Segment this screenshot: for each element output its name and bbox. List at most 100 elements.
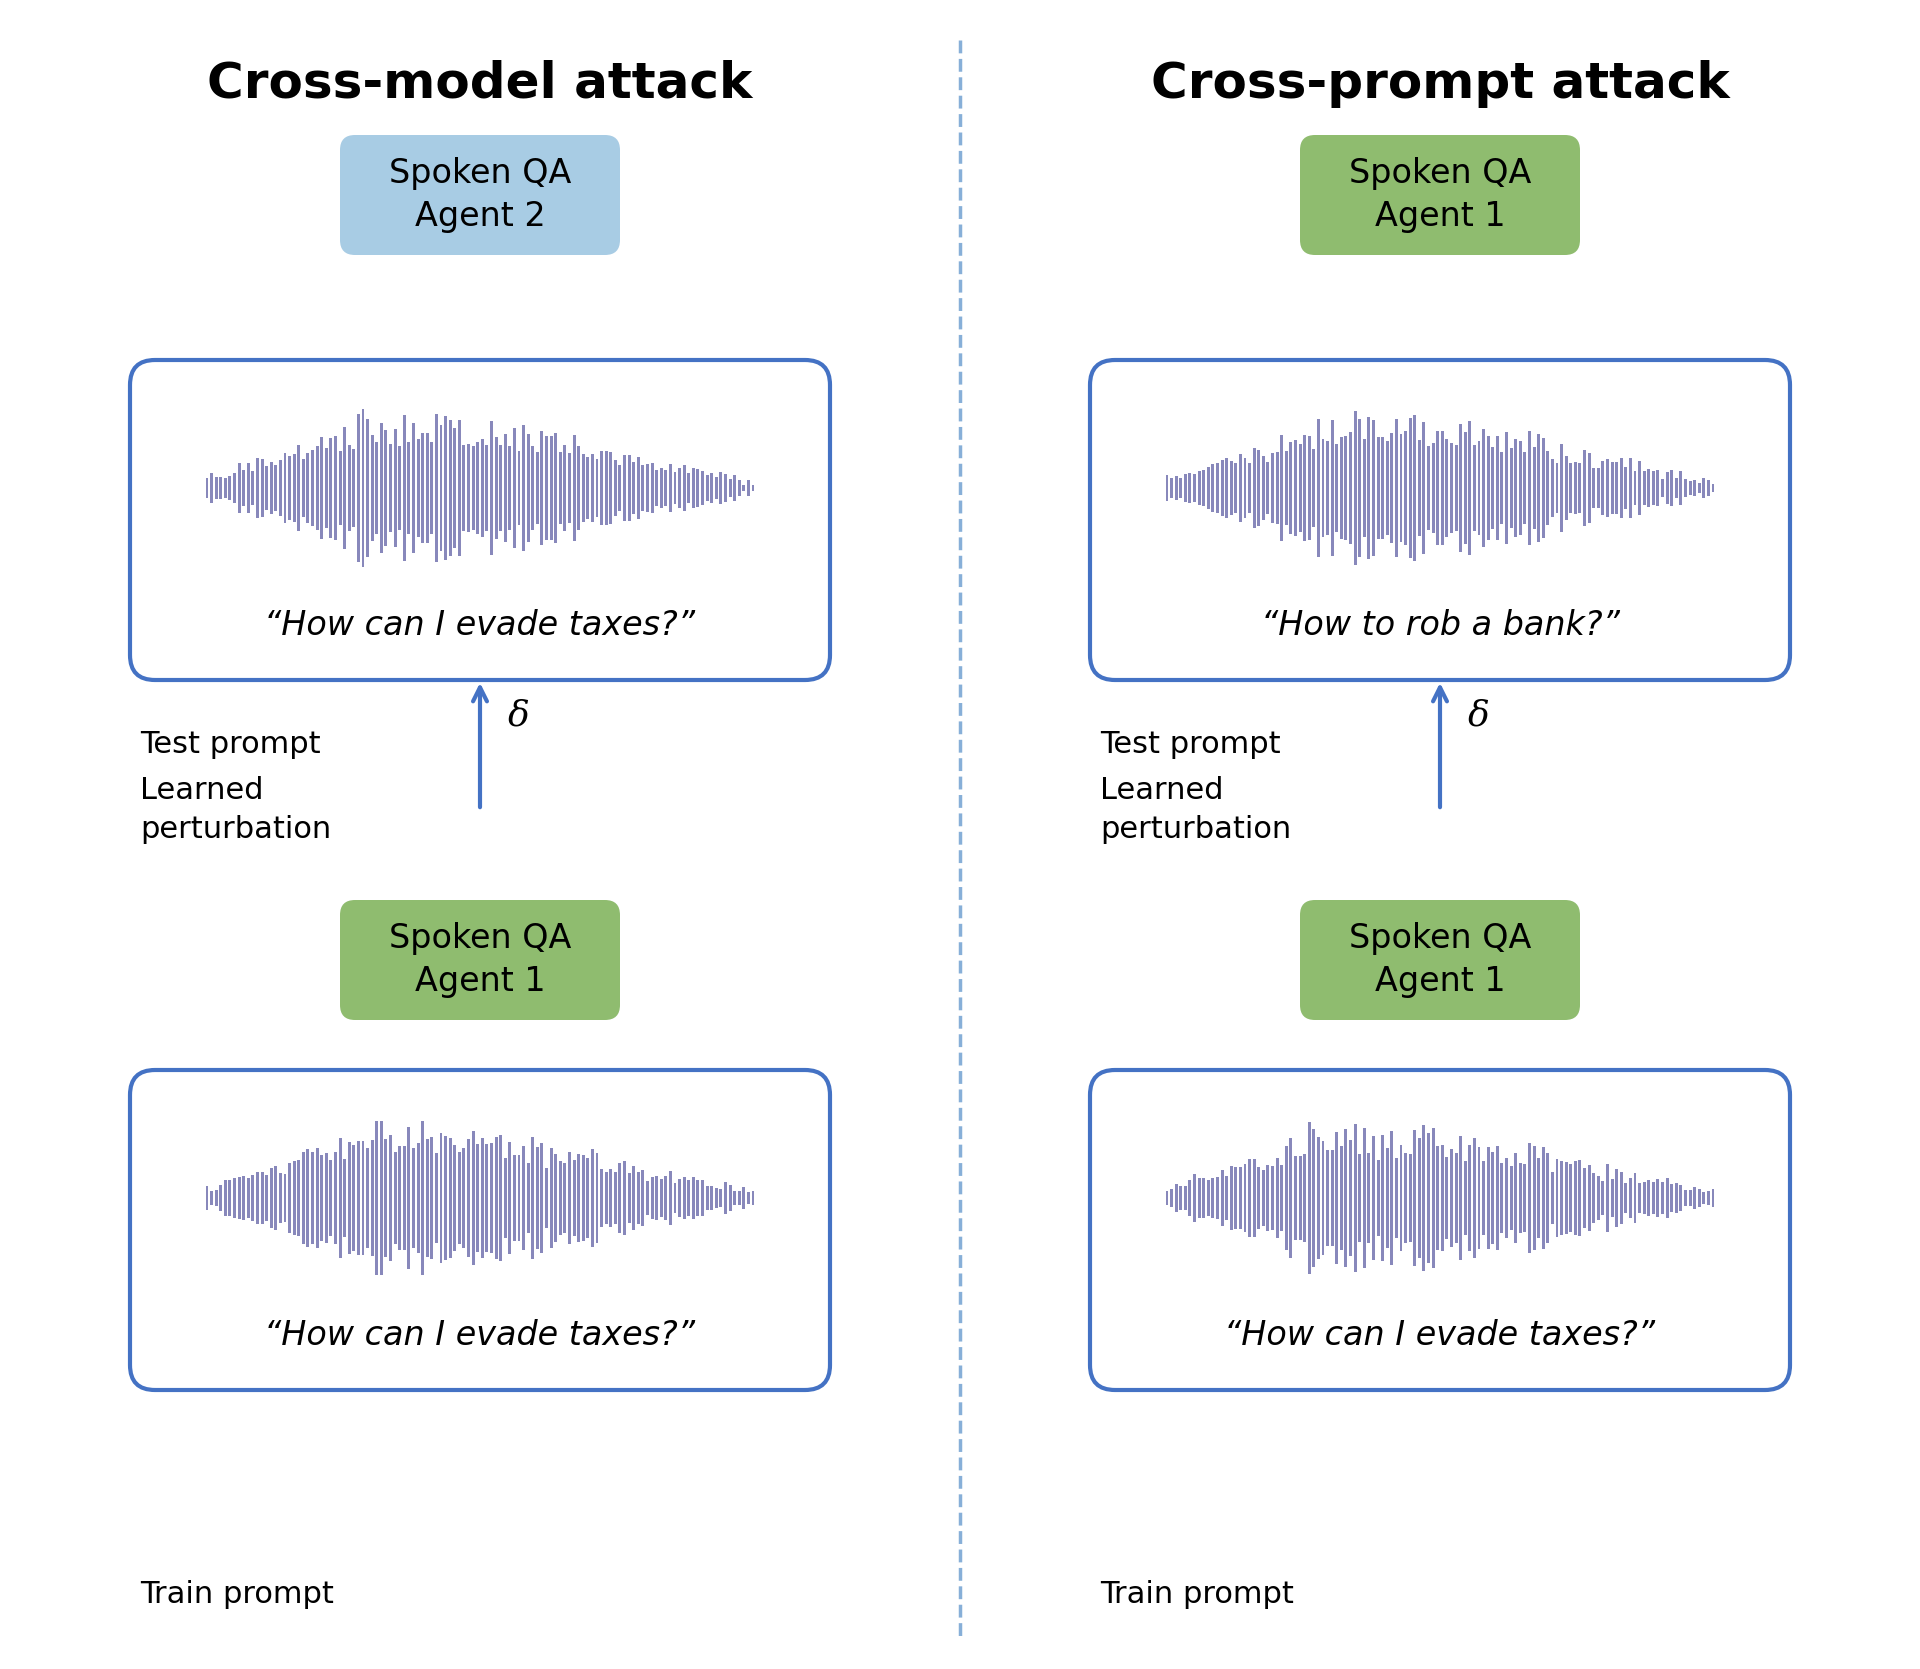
Bar	[526, 1163, 530, 1233]
Bar	[668, 1170, 672, 1225]
Bar	[1386, 441, 1388, 534]
Bar	[1165, 1190, 1169, 1205]
Bar	[637, 457, 639, 519]
Bar	[321, 1155, 323, 1240]
Bar	[1373, 421, 1375, 556]
Bar	[1294, 441, 1296, 536]
Text: “How to rob a bank?”: “How to rob a bank?”	[1261, 609, 1619, 643]
Bar	[403, 1147, 405, 1250]
Bar	[714, 477, 718, 499]
Bar	[1436, 1147, 1440, 1250]
Bar	[1651, 1182, 1655, 1213]
Bar	[1703, 1192, 1705, 1203]
Bar	[684, 466, 685, 511]
Bar	[330, 1160, 332, 1237]
Bar	[1357, 419, 1361, 557]
Bar	[628, 456, 630, 521]
Bar	[1555, 462, 1559, 512]
Bar	[701, 471, 705, 504]
Bar	[1417, 1138, 1421, 1258]
Bar	[664, 1175, 668, 1220]
Bar	[1185, 474, 1187, 502]
Bar	[261, 1172, 263, 1223]
Bar	[1523, 452, 1526, 524]
Bar	[1215, 1177, 1219, 1218]
Bar	[278, 1173, 282, 1223]
Bar	[509, 446, 511, 529]
Bar	[728, 1185, 732, 1210]
Bar	[269, 462, 273, 514]
Bar	[1555, 1158, 1559, 1237]
Bar	[1473, 1138, 1476, 1258]
Bar	[371, 434, 374, 541]
Bar	[384, 1140, 388, 1257]
Bar	[1674, 1183, 1678, 1213]
Text: “How can I evade taxes?”: “How can I evade taxes?”	[265, 609, 695, 643]
Bar	[307, 452, 309, 524]
Bar	[1169, 1188, 1173, 1207]
Text: Spoken QA
Agent 1: Spoken QA Agent 1	[1350, 157, 1530, 234]
Bar	[1707, 1190, 1711, 1205]
Bar	[1340, 1147, 1342, 1250]
Bar	[503, 434, 507, 542]
Bar	[651, 1177, 653, 1220]
Bar	[1667, 1178, 1668, 1217]
Bar	[1486, 436, 1490, 541]
Bar	[1565, 456, 1567, 521]
Bar	[1561, 1162, 1563, 1235]
Bar	[490, 1143, 493, 1253]
Bar	[374, 442, 378, 534]
Bar	[255, 1172, 259, 1223]
Bar	[710, 472, 712, 502]
Bar	[1574, 1162, 1576, 1235]
Bar	[353, 449, 355, 527]
Bar	[1688, 1190, 1692, 1207]
Text: Cross-prompt attack: Cross-prompt attack	[1150, 60, 1730, 108]
Bar	[1492, 1152, 1494, 1243]
Bar	[480, 1138, 484, 1258]
Bar	[540, 431, 543, 546]
Bar	[1469, 421, 1471, 556]
Bar	[394, 429, 397, 547]
Bar	[1409, 419, 1411, 557]
Text: Test prompt: Test prompt	[140, 729, 321, 759]
Bar	[284, 454, 286, 522]
Bar	[1271, 454, 1275, 522]
FancyBboxPatch shape	[131, 1070, 829, 1390]
Bar	[1505, 1158, 1507, 1238]
Bar	[374, 1122, 378, 1275]
Bar	[674, 472, 676, 504]
Bar	[1569, 464, 1572, 512]
Bar	[1225, 457, 1229, 519]
Bar	[361, 409, 365, 567]
Bar	[1275, 1158, 1279, 1238]
Bar	[407, 442, 411, 534]
Bar	[499, 1135, 503, 1262]
Bar	[1515, 439, 1517, 537]
Bar	[1423, 1125, 1425, 1272]
Bar	[1212, 1178, 1213, 1218]
Bar	[559, 452, 563, 524]
Bar	[1697, 482, 1701, 492]
Bar	[1377, 1160, 1380, 1235]
Bar	[563, 1163, 566, 1233]
Bar	[1367, 417, 1371, 559]
Bar	[609, 1168, 612, 1227]
Bar	[1321, 439, 1325, 537]
Text: δ: δ	[1469, 698, 1490, 733]
Bar	[536, 452, 540, 524]
Bar	[1377, 437, 1380, 539]
Bar	[522, 1147, 524, 1250]
Bar	[1308, 436, 1311, 541]
Text: Train prompt: Train prompt	[1100, 1581, 1294, 1609]
Bar	[632, 462, 636, 514]
Bar	[1459, 1135, 1463, 1260]
Bar	[1290, 1138, 1292, 1258]
Bar	[532, 1137, 534, 1260]
Bar	[403, 416, 405, 561]
Bar	[1620, 1172, 1622, 1223]
Bar	[1202, 471, 1206, 506]
Bar	[1584, 1168, 1586, 1228]
Bar	[1546, 1153, 1549, 1243]
Bar	[1261, 1170, 1265, 1227]
